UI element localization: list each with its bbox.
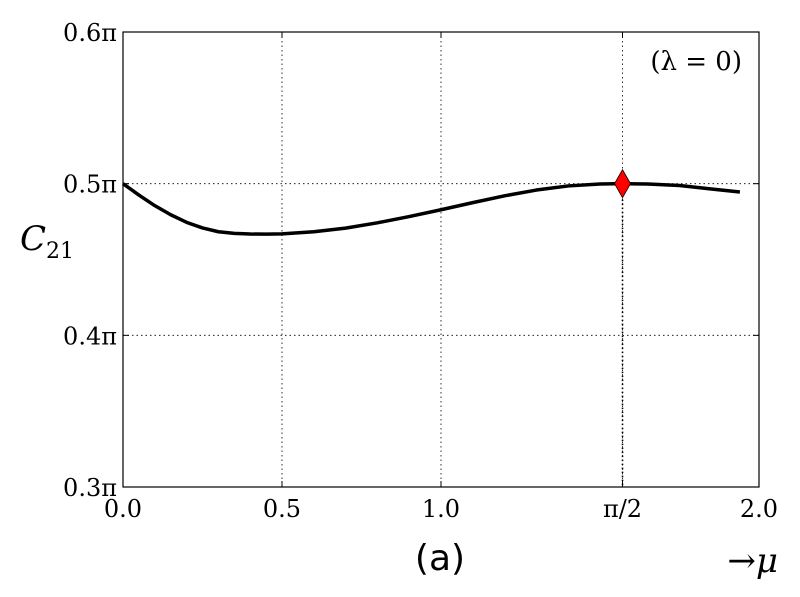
x-tick-label: π/2: [603, 495, 642, 523]
annotation-lambda: (λ = 0): [650, 47, 742, 77]
tick-labels: 0.0 0.5 1.0 π/2 2.0 0.3π 0.4π 0.5π 0.6π: [63, 19, 778, 523]
x-tick-label: 2.0: [740, 495, 778, 523]
x-axis-title: →μ: [727, 541, 778, 581]
series-line: [121, 181, 741, 236]
y-axis-title-main: C: [20, 219, 46, 259]
x-tick-label: 0.5: [263, 495, 301, 523]
y-axis-title: C21: [20, 219, 74, 264]
x-tick-label: 0.0: [104, 495, 142, 523]
y-tick-label: 0.4π: [63, 322, 117, 350]
grid-lines: [122, 31, 760, 488]
panel-label: (a): [415, 538, 465, 579]
y-tick-label: 0.3π: [63, 474, 117, 502]
y-axis-title-sub: 21: [46, 239, 74, 264]
y-tick-label: 0.6π: [63, 19, 117, 47]
series-layer: [121, 168, 741, 236]
diamond-marker: [614, 168, 631, 199]
y-tick-label: 0.5π: [63, 171, 117, 199]
x-tick-label: 1.0: [422, 495, 460, 523]
axis-ticks: [122, 31, 760, 488]
